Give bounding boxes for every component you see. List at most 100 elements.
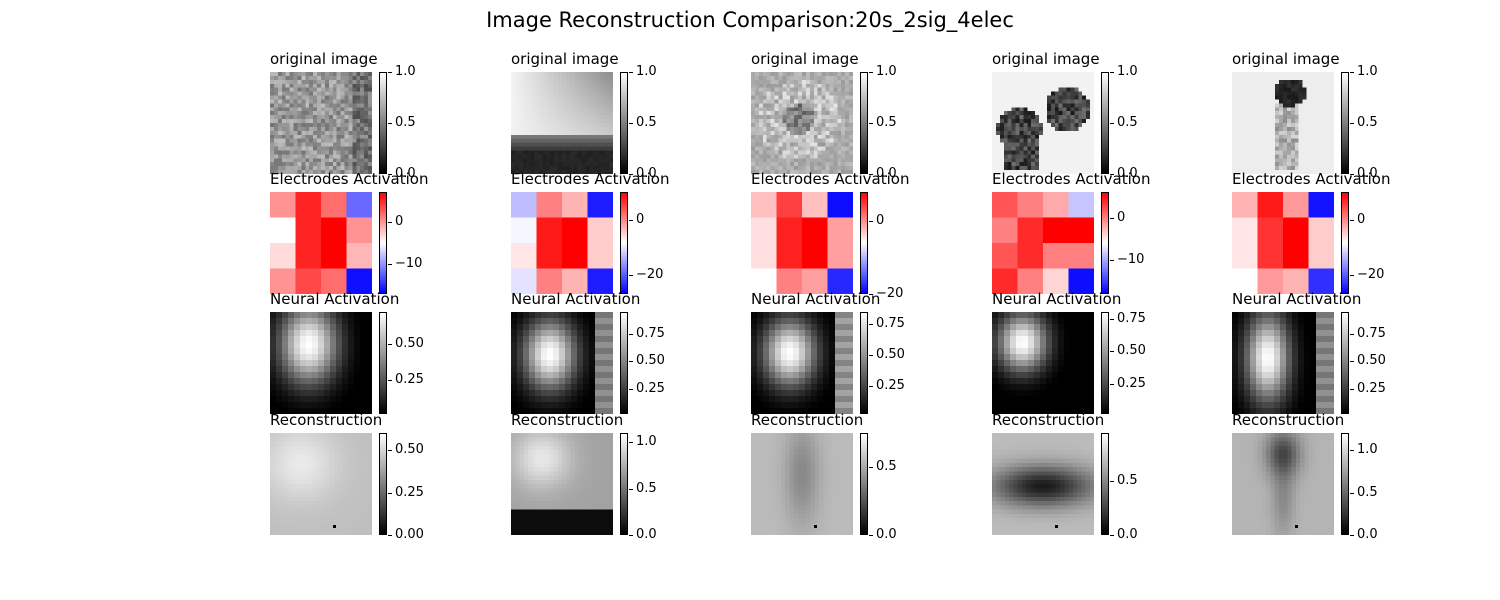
reconstruction-pixel [367,488,372,493]
image-pixel [293,115,298,120]
neural-pixel [541,348,548,355]
reconstruction-pixel [789,496,794,502]
reconstruction-pixel [367,526,372,532]
reconstruction-pixel [282,462,288,468]
image-pixel [289,146,294,151]
reconstruction-pixel [329,467,335,472]
reconstruction-pixel [545,530,550,535]
reconstruction-pixel [600,526,605,532]
neural-pixel [841,336,848,343]
image-pixel [798,166,803,171]
image-pixel [1043,95,1048,100]
reconstruction-pixel [338,505,343,510]
reconstruction-pixel [755,471,760,476]
neural-pixel [841,324,848,331]
image-pixel [754,75,760,81]
reconstruction-pixel [566,518,571,523]
neural-pixel [547,354,554,361]
image-pixel [577,146,582,151]
image-pixel [317,162,322,167]
image-pixel [526,115,531,120]
image-pixel [774,111,779,116]
electrode-cell [751,243,777,269]
image-pixel [340,83,345,88]
neural-pixel [541,354,548,361]
neural-pixel [324,408,331,414]
image-pixel [321,158,326,163]
image-pixel [522,111,527,116]
image-pixel [554,87,559,92]
neural-pixel [348,312,355,319]
reconstruction-pixel [755,505,760,510]
reconstruction-pixel [574,454,580,459]
colorbar-tick-label: 0.5 [636,480,657,496]
reconstruction-pixel [342,471,347,476]
neural-pixel [535,384,542,391]
reconstruction-pixel [806,454,811,459]
neural-pixel [565,402,572,409]
reconstruction-pixel [810,509,816,515]
image-pixel [305,72,310,77]
reconstruction-pixel [532,479,537,485]
reconstruction-pixel [755,458,760,464]
image-pixel [554,130,559,136]
reconstruction-pixel [785,462,790,468]
reconstruction-pixel [321,467,326,472]
image-pixel [798,126,803,132]
reconstruction-pixel [536,433,542,438]
neural-pixel [360,360,367,367]
reconstruction-pixel [270,441,275,447]
neural-pixel [282,348,289,355]
image-pixel [601,146,606,151]
image-pixel [558,123,563,128]
image-pixel [809,95,815,100]
image-pixel [522,75,527,81]
neural-pixel [751,378,758,385]
reconstruction-pixel [511,501,516,506]
reconstruction-pixel [545,450,550,455]
neural-pixel [835,330,842,337]
reconstruction-pixel [587,492,593,498]
image-pixel [751,111,756,116]
image-pixel [364,130,369,136]
image-pixel [813,119,818,124]
reconstruction-pixel [321,450,326,455]
reconstruction-pixel [532,437,537,442]
reconstruction-pixel [316,450,322,455]
electrode-cell [536,217,562,243]
neural-pixel [805,330,812,337]
image-pixel [542,158,547,163]
neural-pixel [294,384,301,391]
reconstruction-pixel [814,441,820,447]
reconstruction-pixel [325,458,330,464]
image-pixel [550,142,555,147]
reconstruction-pixel [840,458,845,464]
image-pixel [301,130,306,136]
electrode-cell [511,217,537,243]
neural-pixel [360,348,367,355]
image-pixel [1023,95,1028,100]
image-pixel [534,150,539,155]
image-pixel [751,115,756,120]
neural-pixel [517,378,524,385]
neural-pixel [793,372,800,379]
image-pixel [597,103,602,108]
neural-pixel [529,342,536,349]
neural-pixel [601,408,608,414]
image-pixel [305,83,310,88]
image-pixel [277,75,283,81]
image-pixel [837,146,842,151]
neural-pixel [595,312,602,319]
image-pixel [849,123,853,128]
image-pixel [802,134,807,139]
image-pixel [813,126,818,132]
reconstruction-pixel [304,458,309,464]
image-pixel [821,75,826,81]
reconstruction-pixel [802,484,807,489]
reconstruction-pixel [325,496,330,502]
electrode-cell [802,217,828,243]
image-pixel [554,162,559,167]
image-pixel [285,162,290,167]
image-pixel [554,79,559,85]
reconstruction-pixel [827,484,833,489]
